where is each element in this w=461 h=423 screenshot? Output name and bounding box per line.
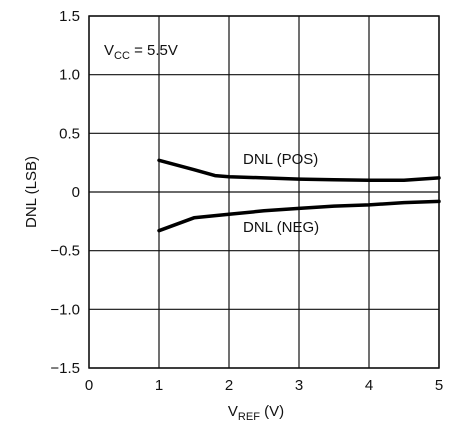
x-tick-label: 3 (295, 377, 303, 394)
y-tick-label: −1.5 (50, 360, 80, 377)
series-group (157, 158, 441, 233)
y-axis-title: DNL (LSB) (23, 156, 40, 228)
vcc-annotation-sub: CC (114, 50, 130, 62)
vcc-annotation-suffix: = 5.5V (130, 42, 178, 59)
y-tick-label: 0 (72, 184, 80, 201)
vcc-annotation: VCC = 5.5V (104, 42, 178, 62)
y-tick-labels: 1.5 1.0 0.5 0 −0.5 −1.0 −1.5 (50, 8, 80, 377)
x-tick-label: 4 (365, 377, 373, 394)
x-tick-label: 5 (435, 377, 443, 394)
x-tick-label: 0 (85, 377, 93, 394)
x-axis-title-suffix: (V) (260, 403, 284, 420)
y-tick-label: 1.0 (59, 67, 80, 84)
plot-frame (88, 15, 440, 369)
series-label-pos: DNL (POS) (243, 151, 318, 168)
x-tick-label: 2 (225, 377, 233, 394)
x-tick-labels: 0 1 2 3 4 5 (85, 377, 443, 394)
x-axis-title-main: V (228, 403, 238, 420)
x-axis-title-sub: REF (238, 411, 260, 423)
series-line-dnl-neg (157, 199, 441, 233)
x-tick-label: 1 (155, 377, 163, 394)
y-tick-label: −1.0 (50, 301, 80, 318)
y-tick-label: 1.5 (59, 8, 80, 25)
y-tick-label: 0.5 (59, 125, 80, 142)
x-axis-title: VREF (V) (228, 403, 284, 423)
vcc-annotation-main: V (104, 42, 114, 59)
series-line-dnl-pos (157, 158, 441, 183)
series-label-neg: DNL (NEG) (243, 219, 319, 236)
grid (88, 15, 440, 369)
y-tick-label: −0.5 (50, 243, 80, 260)
